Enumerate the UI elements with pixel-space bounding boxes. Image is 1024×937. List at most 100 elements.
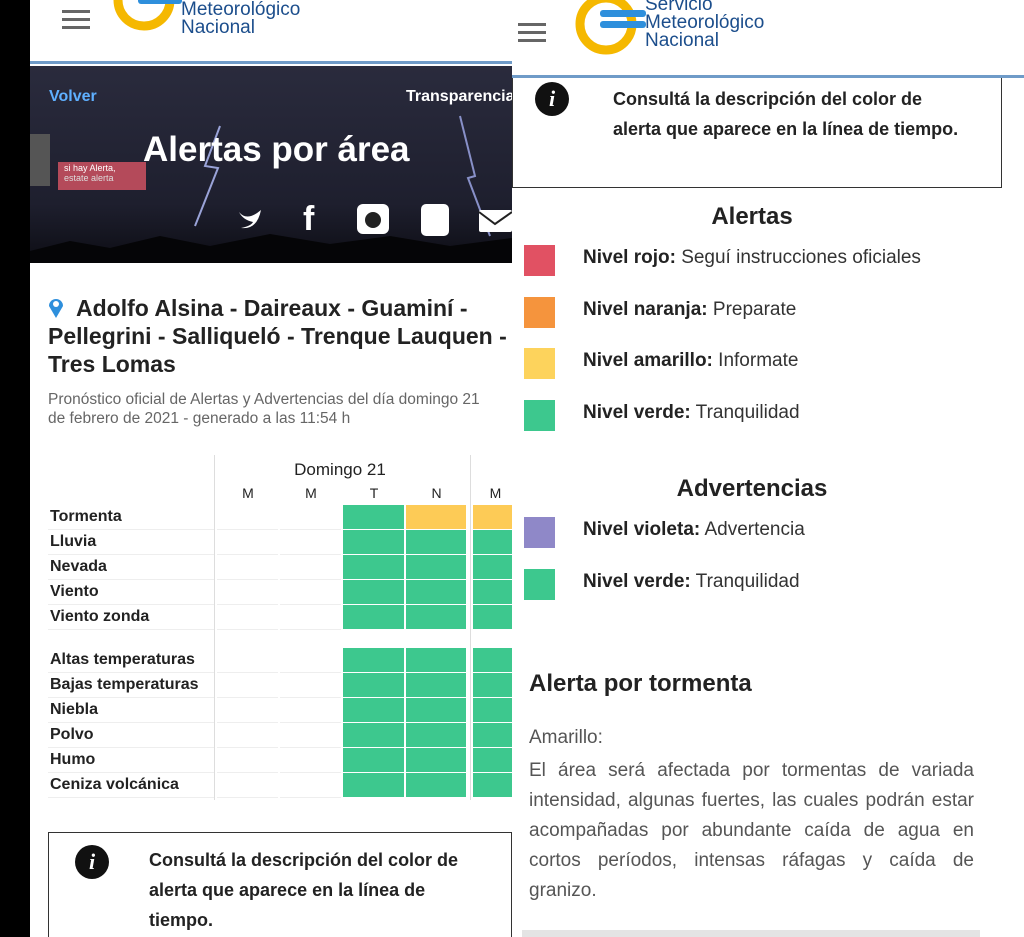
- color-swatch: [524, 399, 555, 431]
- level-label: Nivel amarillo:: [583, 350, 713, 371]
- row-label: Niebla: [50, 701, 99, 718]
- banner-art: [30, 115, 512, 263]
- period-label: N: [431, 485, 442, 501]
- alert-cell: [406, 580, 466, 604]
- level-desc: Seguí instrucciones oficiales: [681, 247, 921, 268]
- detail-level: Amarillo:: [529, 727, 603, 748]
- row-line: [48, 672, 214, 673]
- row-line: [48, 747, 214, 748]
- alert-cell: [343, 773, 404, 797]
- level-row: Nivel verde: Tranquilidad: [583, 571, 800, 593]
- row-label: Lluvia: [50, 533, 97, 550]
- empty-cell: [217, 672, 278, 673]
- alert-cell: [473, 698, 512, 722]
- alert-cell: [343, 723, 404, 747]
- alert-cell: [343, 555, 404, 579]
- alert-cell: [473, 723, 512, 747]
- empty-cell: [217, 629, 278, 630]
- facebook-icon[interactable]: f: [303, 200, 315, 238]
- empty-cell: [217, 697, 278, 698]
- logo-line: Servicio: [645, 0, 713, 15]
- period-label: M: [489, 485, 502, 501]
- empty-cell: [280, 772, 341, 773]
- back-link[interactable]: Volver: [49, 88, 97, 105]
- info-box: i Consultá la descripción del color de a…: [48, 832, 512, 937]
- level-row: Nivel naranja: Preparate: [583, 299, 796, 321]
- logo-icon: [113, 0, 182, 31]
- empty-cell: [280, 529, 341, 530]
- row-line: [48, 554, 214, 555]
- empty-cell: [217, 604, 278, 605]
- empty-cell: [280, 579, 341, 580]
- info-icon: i: [535, 82, 569, 116]
- banner-title: Alertas por área: [143, 130, 410, 169]
- header-line: [30, 61, 512, 64]
- logo-text: Meteorológico Nacional: [181, 0, 300, 37]
- alert-cell: [406, 555, 466, 579]
- alert-cell: [473, 580, 512, 604]
- detail-title: Alerta por tormenta: [529, 670, 752, 697]
- alert-cell: [343, 748, 404, 772]
- location-pin: [49, 299, 63, 318]
- info-text: Consultá la descripción del color de ale…: [149, 850, 459, 930]
- youtube-icon[interactable]: [421, 204, 449, 236]
- forecast-subtitle: Pronóstico oficial de Alertas y Adverten…: [48, 391, 480, 427]
- row-line: [48, 579, 214, 580]
- period-label: M: [305, 485, 317, 501]
- mail-icon[interactable]: [479, 210, 512, 232]
- alert-cell: [406, 723, 466, 747]
- empty-cell: [280, 604, 341, 605]
- alert-cell: [473, 505, 512, 529]
- twitter-icon[interactable]: [239, 210, 261, 229]
- row-line: [48, 629, 214, 630]
- empty-cell: [280, 797, 341, 798]
- logo-line: Meteorológico: [645, 12, 765, 33]
- alert-table: Domingo 21 M M T N M Tormenta Lluvia Nevada Vien…: [30, 455, 512, 805]
- detail-text: El área será afectada por tormentas de v…: [529, 760, 974, 901]
- row-line: [48, 772, 214, 773]
- alert-cell: [343, 530, 404, 554]
- menu-button[interactable]: [62, 5, 90, 34]
- table-divider: [470, 455, 471, 800]
- badge-line: si hay Alerta,: [64, 163, 116, 173]
- logo-text: Servicio Meteorológico Nacional: [645, 0, 764, 50]
- row-label: Altas temperaturas: [50, 651, 195, 668]
- alert-cell: [473, 673, 512, 697]
- row-line: [48, 697, 214, 698]
- nav-link[interactable]: Transparencia: [406, 88, 512, 105]
- empty-cell: [280, 672, 341, 673]
- alert-cell: [343, 580, 404, 604]
- empty-cell: [217, 797, 278, 798]
- row-label: Viento: [50, 583, 99, 600]
- empty-cell: [217, 579, 278, 580]
- row-label: Nevada: [50, 558, 107, 575]
- alert-cell: [406, 505, 466, 529]
- alert-cell: [473, 605, 512, 629]
- empty-cell: [217, 747, 278, 748]
- color-swatch: [524, 517, 555, 548]
- alert-cell: [406, 773, 466, 797]
- level-row: Nivel verde: Tranquilidad: [583, 402, 800, 424]
- badge-line: estate alerta: [64, 173, 114, 183]
- row-label: Viento zonda: [50, 608, 150, 625]
- level-desc: Preparate: [712, 298, 797, 320]
- row-label: Tormenta: [50, 508, 122, 525]
- alert-cell: [406, 530, 466, 554]
- alert-cell: [406, 605, 466, 629]
- header-line: [512, 75, 1024, 78]
- row-label: Ceniza volcánica: [50, 776, 179, 793]
- alert-cell: [473, 555, 512, 579]
- row-line: [48, 604, 214, 605]
- menu-button[interactable]: [518, 18, 546, 47]
- color-swatch: [524, 568, 555, 600]
- row-line: [48, 529, 214, 530]
- alert-cell: [473, 530, 512, 554]
- color-swatch: [524, 348, 555, 379]
- empty-cell: [280, 722, 341, 723]
- section-heading: Advertencias: [676, 475, 828, 502]
- level-desc: Tranquilidad: [695, 570, 800, 592]
- info-text: Consultá la descripción del color de ale…: [613, 89, 959, 139]
- level-label: Nivel violeta:: [583, 519, 701, 540]
- row-label: Humo: [50, 751, 96, 768]
